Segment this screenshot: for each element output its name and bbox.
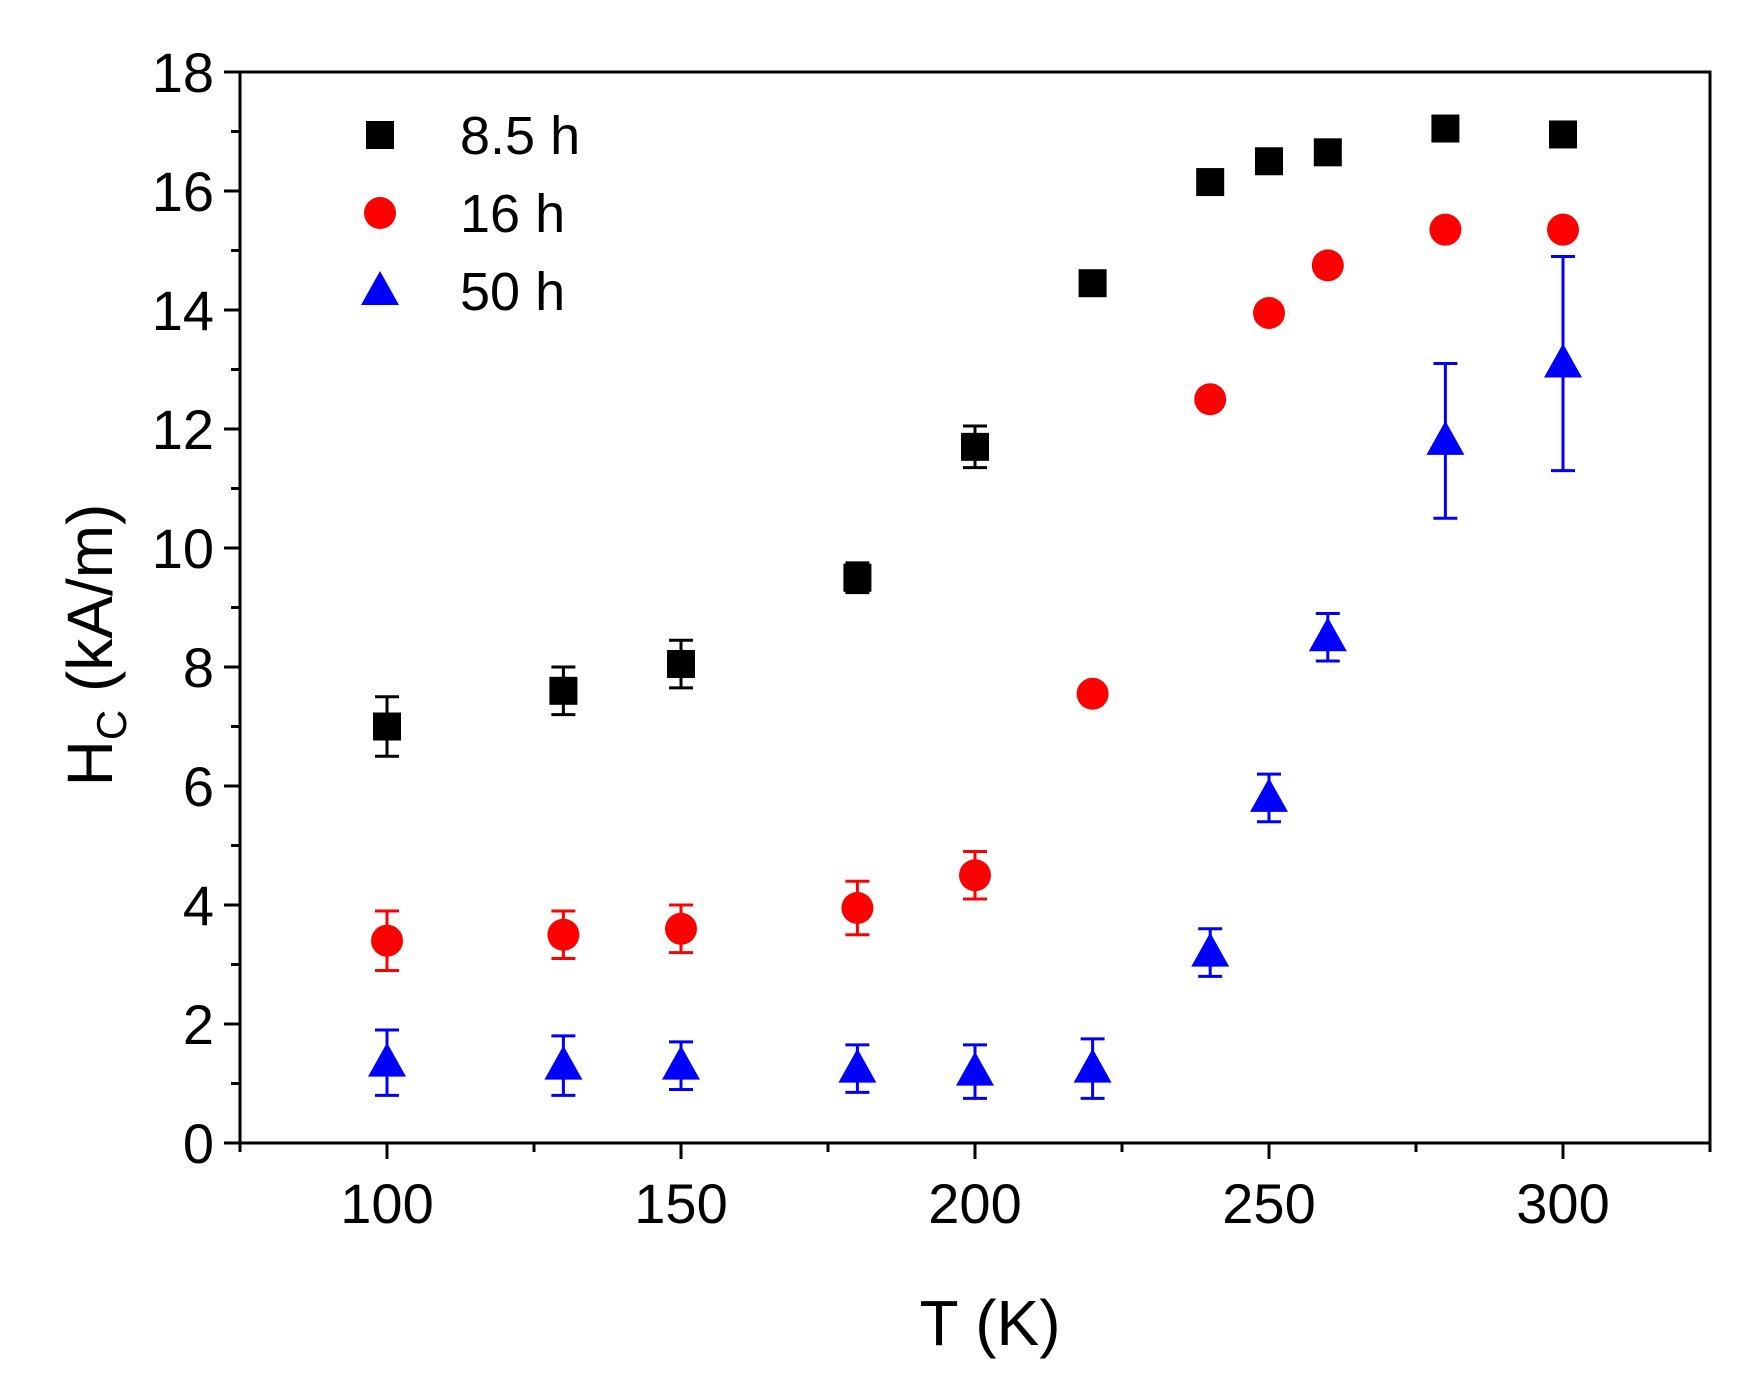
y-axis-title-symbol: H <box>54 740 126 786</box>
data-point <box>1547 213 1579 246</box>
data-point <box>1076 677 1109 710</box>
data-point <box>662 1045 700 1080</box>
x-tick-label: 200 <box>928 1172 1021 1235</box>
y-tick-label: 14 <box>152 279 214 342</box>
x-tick-label: 250 <box>1222 1172 1315 1235</box>
data-point <box>373 712 401 741</box>
legend-label: 8.5 h <box>460 106 580 166</box>
y-tick-label: 12 <box>152 398 214 461</box>
y-tick-label: 16 <box>152 160 214 223</box>
series-circle <box>371 213 1579 972</box>
data-point <box>665 912 697 945</box>
data-point <box>1431 114 1460 143</box>
data-point <box>549 676 578 705</box>
data-point <box>1073 1048 1112 1083</box>
data-point <box>1196 168 1225 197</box>
data-point <box>1253 296 1285 329</box>
data-point <box>1544 343 1582 378</box>
y-axis-title-subscript: C <box>88 710 135 740</box>
y-tick-label: 4 <box>183 874 214 937</box>
data-point <box>1191 932 1230 967</box>
x-tick-label: 300 <box>1516 1172 1609 1235</box>
y-tick-label: 18 <box>152 41 214 104</box>
legend-label: 16 h <box>460 184 565 244</box>
data-point <box>843 563 872 592</box>
legend-marker <box>361 271 399 305</box>
data-layer <box>368 114 1582 1100</box>
data-point <box>368 1042 406 1077</box>
y-tick-label: 6 <box>183 755 214 818</box>
data-point <box>956 1051 994 1086</box>
x-tick-label: 150 <box>634 1172 727 1235</box>
y-tick-label: 0 <box>183 1112 214 1175</box>
data-point <box>1313 138 1342 167</box>
legend-marker <box>364 197 396 229</box>
series-square <box>373 114 1577 758</box>
x-tick-label: 100 <box>340 1172 433 1235</box>
y-tick-label: 2 <box>183 993 214 1056</box>
data-point <box>1255 147 1283 176</box>
data-point <box>371 924 403 957</box>
data-point <box>1549 120 1577 149</box>
data-point <box>1426 420 1465 455</box>
data-point <box>1429 213 1462 246</box>
y-tick-label: 10 <box>152 517 214 580</box>
series-triangle <box>368 254 1582 1100</box>
y-axis-title: HC (kA/m) <box>54 504 135 787</box>
data-point <box>1194 383 1227 416</box>
legend-marker <box>366 121 394 149</box>
data-point <box>1078 269 1107 298</box>
data-point <box>959 859 991 892</box>
data-point <box>547 918 580 951</box>
legend: 8.5 h 16 h 50 h <box>361 106 580 322</box>
y-tick-label: 8 <box>183 636 214 699</box>
legend-label: 50 h <box>460 262 565 322</box>
data-point <box>961 432 989 461</box>
axes-layer: 100 150 200 250 300 0 2 4 6 8 10 12 14 16 18 <box>152 41 1712 1235</box>
data-point <box>667 650 695 679</box>
data-point <box>1311 249 1344 282</box>
x-axis-title: T (K) <box>919 1287 1060 1359</box>
data-point <box>841 891 874 924</box>
data-point <box>1250 777 1288 812</box>
data-point <box>838 1048 877 1083</box>
data-point <box>544 1045 583 1080</box>
y-axis-title-units: (kA/m) <box>54 504 126 710</box>
data-point <box>1308 617 1347 652</box>
